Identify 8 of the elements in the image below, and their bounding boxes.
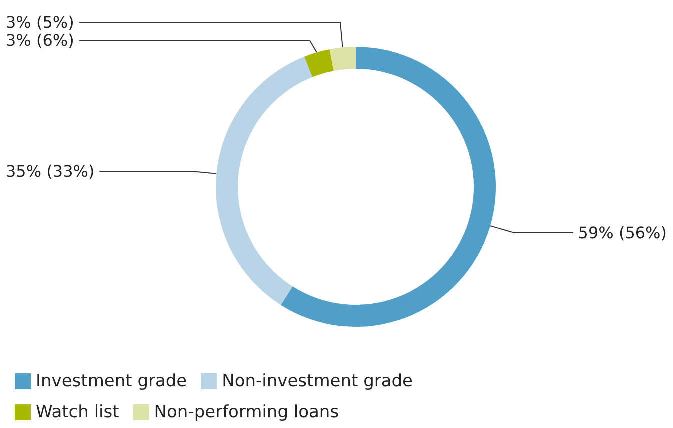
data-label: 35% (33%) bbox=[6, 162, 95, 181]
legend-label: Watch list bbox=[36, 402, 120, 422]
data-label: 59% (56%) bbox=[578, 224, 667, 243]
legend-label: Non-investment grade bbox=[222, 372, 414, 392]
legend-label: Non-performing loans bbox=[154, 402, 340, 422]
data-label: 3% (6%) bbox=[6, 31, 74, 50]
legend-label: Investment grade bbox=[36, 372, 188, 392]
data-label: 3% (5%) bbox=[6, 13, 74, 32]
